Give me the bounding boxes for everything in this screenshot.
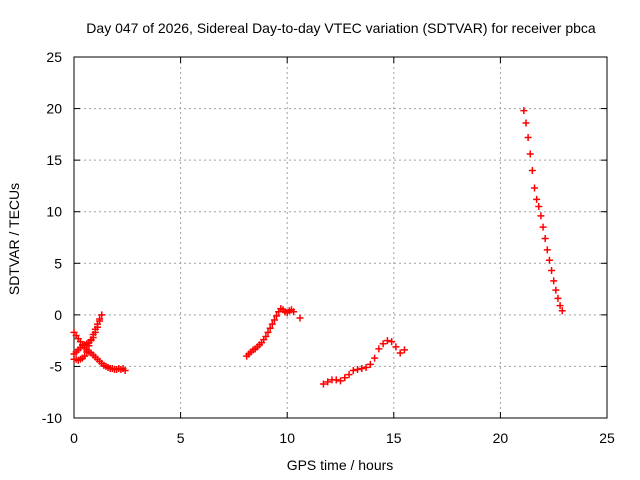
data-point (371, 354, 379, 362)
data-point (522, 119, 530, 127)
x-axis-label: GPS time / hours (287, 457, 394, 473)
y-tick-label: -5 (50, 358, 63, 374)
ticks-layer: 0 5 10 15 20 25 -10 -5 0 5 10 15 20 25 (42, 49, 615, 446)
data-point (552, 286, 560, 294)
data-point (539, 223, 547, 231)
series-arc-1c (70, 317, 104, 358)
data-point (264, 328, 272, 336)
data-point (262, 333, 270, 341)
data-point (93, 323, 101, 331)
data-point (362, 363, 370, 371)
data-point (89, 334, 97, 342)
data-point (270, 316, 278, 324)
x-tick-label: 10 (279, 430, 295, 446)
series-arc-1a (70, 328, 129, 375)
series-arc-3 (319, 337, 408, 388)
data-point (388, 338, 396, 346)
data-point (324, 378, 332, 386)
x-tick-label: 20 (493, 430, 509, 446)
data-point (341, 374, 349, 382)
data-point (296, 314, 304, 322)
data-point (268, 320, 276, 328)
data-point (366, 360, 374, 368)
y-tick-label: 10 (46, 204, 62, 220)
data-point (535, 203, 543, 211)
data-point (531, 184, 539, 192)
data-point (337, 377, 344, 385)
y-tick-label: 0 (54, 307, 62, 323)
data-point (81, 352, 89, 360)
x-tick-label: 0 (70, 430, 78, 446)
data-point (273, 312, 281, 320)
data-point (375, 345, 383, 353)
series-arc-2 (243, 305, 304, 360)
data-point (548, 267, 556, 275)
y-tick-label: 5 (54, 255, 62, 271)
data-point (554, 294, 562, 302)
data-point (528, 166, 536, 174)
chart-title: Day 047 of 2026, Sidereal Day-to-day VTE… (86, 20, 596, 36)
y-tick-label: -10 (42, 410, 62, 426)
data-point (524, 133, 532, 141)
data-point (558, 307, 566, 315)
data-point (520, 107, 528, 115)
data-point (533, 195, 541, 203)
y-tick-label: 20 (46, 101, 62, 117)
grid-layer (74, 57, 607, 418)
data-point (91, 328, 99, 336)
x-tick-label: 15 (386, 430, 402, 446)
x-tick-label: 5 (177, 430, 185, 446)
series-arc-4 (520, 107, 566, 315)
data-point (319, 380, 327, 388)
data-point (383, 337, 391, 345)
data-point (396, 349, 404, 357)
data-point (526, 150, 534, 158)
data-point (543, 246, 551, 254)
data-point (556, 302, 564, 310)
x-tick-label: 25 (599, 430, 615, 446)
data-point (550, 277, 558, 285)
data-point (400, 346, 408, 354)
data-point (541, 235, 549, 243)
marks-layer (70, 107, 566, 388)
data-point (379, 340, 387, 348)
data-point (537, 212, 545, 220)
data-point (358, 364, 366, 372)
data-point (96, 317, 104, 325)
y-tick-label: 15 (46, 152, 62, 168)
data-point (121, 367, 129, 375)
data-point (349, 367, 357, 375)
y-tick-label: 25 (46, 49, 62, 65)
data-point (98, 311, 106, 319)
data-point (83, 348, 91, 356)
data-point (545, 256, 553, 264)
data-point (345, 371, 353, 379)
data-point (266, 324, 274, 332)
data-point (354, 366, 362, 374)
y-axis-label: SDTVAR / TECUs (6, 183, 22, 295)
plot-frame (73, 56, 608, 419)
data-point (332, 376, 340, 384)
data-point (392, 343, 400, 351)
data-point (290, 308, 298, 316)
